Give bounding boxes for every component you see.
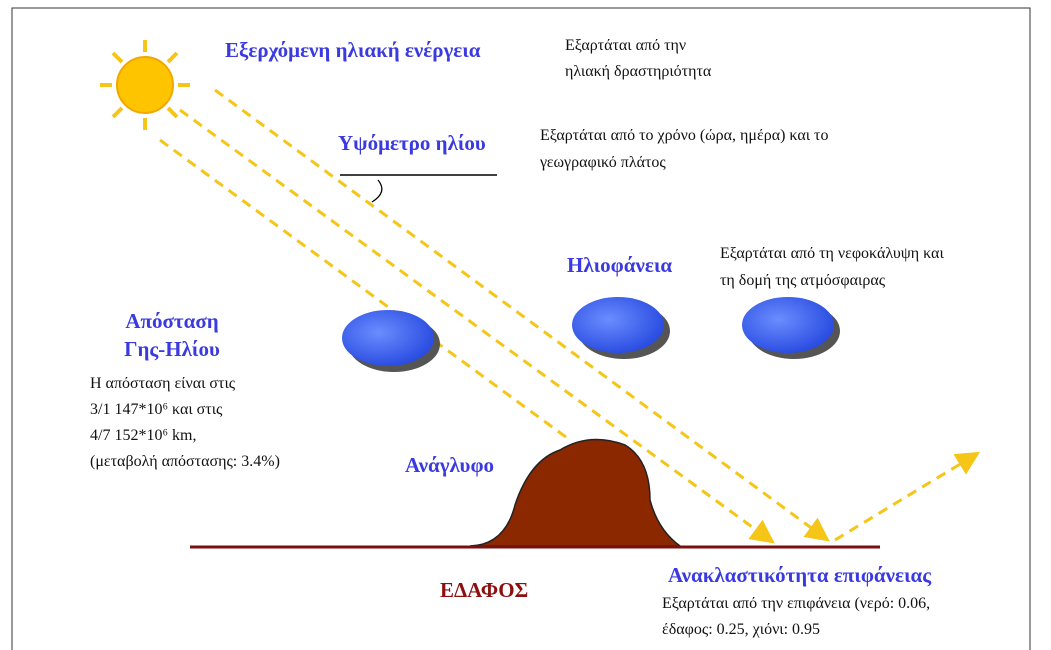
factor-note: Εξαρτάται από την — [565, 37, 686, 54]
factor-title: Γης-Ηλίου — [124, 337, 220, 361]
relief — [469, 438, 683, 547]
factor-note: Εξαρτάται από τη νεφοκάλυψη και — [720, 245, 944, 262]
frame — [11, 7, 1031, 650]
factor-title: Απόσταση — [125, 309, 218, 333]
ground-label: ΕΔΑΦΟΣ — [440, 578, 528, 602]
angle-arc — [371, 179, 383, 203]
factor-note: Η απόσταση είναι στις — [90, 375, 236, 392]
factor-title: Εξερχόμενη ηλιακή ενέργεια — [225, 38, 481, 62]
factor-note: 4/7 152*10⁶ km, — [90, 427, 196, 444]
factor-note: Εξαρτάται από την επιφάνεια (νερό: 0.06, — [662, 595, 930, 612]
sun-rays — [159, 88, 981, 544]
factor-note: Εξαρτάται από το χρόνο (ώρα, ημέρα) και … — [540, 127, 828, 144]
factor-note: (μεταβολή απόστασης: 3.4%) — [90, 453, 280, 470]
factor-note: ηλιακή δραστηριότητα — [565, 63, 712, 80]
factor-note: 3/1 147*10⁶ και στις — [90, 401, 223, 418]
factor-title: Ηλιοφάνεια — [567, 253, 672, 277]
factor-note: έδαφος: 0.25, χιόνι: 0.95 — [662, 621, 820, 638]
sun — [100, 40, 190, 130]
factor-title: Ανάγλυφο — [405, 453, 494, 477]
factor-title: Υψόμετρο ηλίου — [338, 131, 486, 155]
factor-title: Ανακλαστικότητα επιφάνειας — [668, 563, 932, 587]
factor-note: γεωγραφικό πλάτος — [539, 154, 666, 171]
factor-note: τη δομή της ατμόσφαιρας — [720, 272, 886, 289]
clouds — [342, 297, 840, 372]
